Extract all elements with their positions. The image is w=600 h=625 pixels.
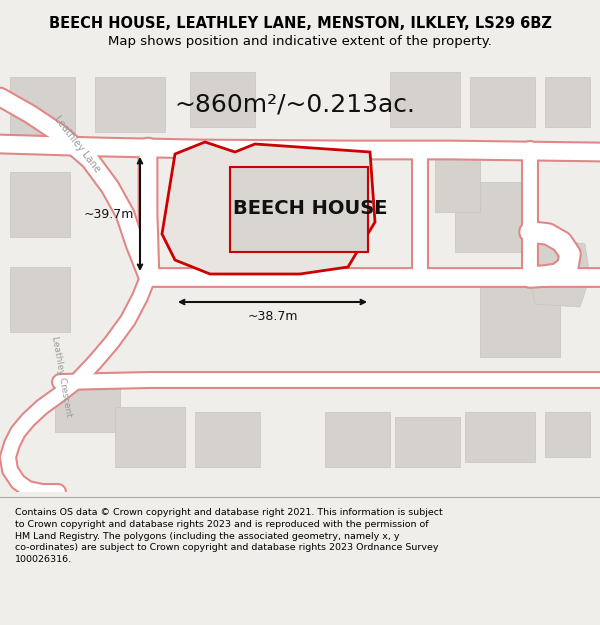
Polygon shape (470, 77, 535, 127)
Polygon shape (55, 377, 120, 432)
Polygon shape (530, 237, 590, 307)
Polygon shape (190, 72, 255, 127)
Polygon shape (195, 412, 260, 467)
Polygon shape (390, 72, 460, 127)
Polygon shape (115, 407, 185, 467)
Text: ~860m²/~0.213ac.: ~860m²/~0.213ac. (175, 92, 415, 116)
Polygon shape (230, 167, 368, 252)
Polygon shape (10, 267, 70, 332)
Text: Leathley Lane: Leathley Lane (52, 114, 102, 174)
Polygon shape (480, 287, 560, 357)
Polygon shape (435, 152, 480, 212)
Polygon shape (465, 412, 535, 462)
Text: Map shows position and indicative extent of the property.: Map shows position and indicative extent… (108, 36, 492, 48)
Text: ~38.7m: ~38.7m (247, 310, 298, 323)
Polygon shape (10, 77, 75, 137)
Polygon shape (162, 142, 375, 274)
Polygon shape (545, 77, 590, 127)
Polygon shape (325, 412, 390, 467)
Polygon shape (545, 412, 590, 457)
Polygon shape (10, 172, 70, 237)
Text: ~39.7m: ~39.7m (83, 208, 134, 221)
Text: Contains OS data © Crown copyright and database right 2021. This information is : Contains OS data © Crown copyright and d… (15, 508, 443, 564)
Text: Leathley Crescent: Leathley Crescent (50, 336, 73, 418)
Text: BEECH HOUSE: BEECH HOUSE (233, 199, 387, 219)
Polygon shape (455, 182, 530, 252)
Polygon shape (95, 77, 165, 132)
Polygon shape (395, 417, 460, 467)
Text: BEECH HOUSE, LEATHLEY LANE, MENSTON, ILKLEY, LS29 6BZ: BEECH HOUSE, LEATHLEY LANE, MENSTON, ILK… (49, 16, 551, 31)
